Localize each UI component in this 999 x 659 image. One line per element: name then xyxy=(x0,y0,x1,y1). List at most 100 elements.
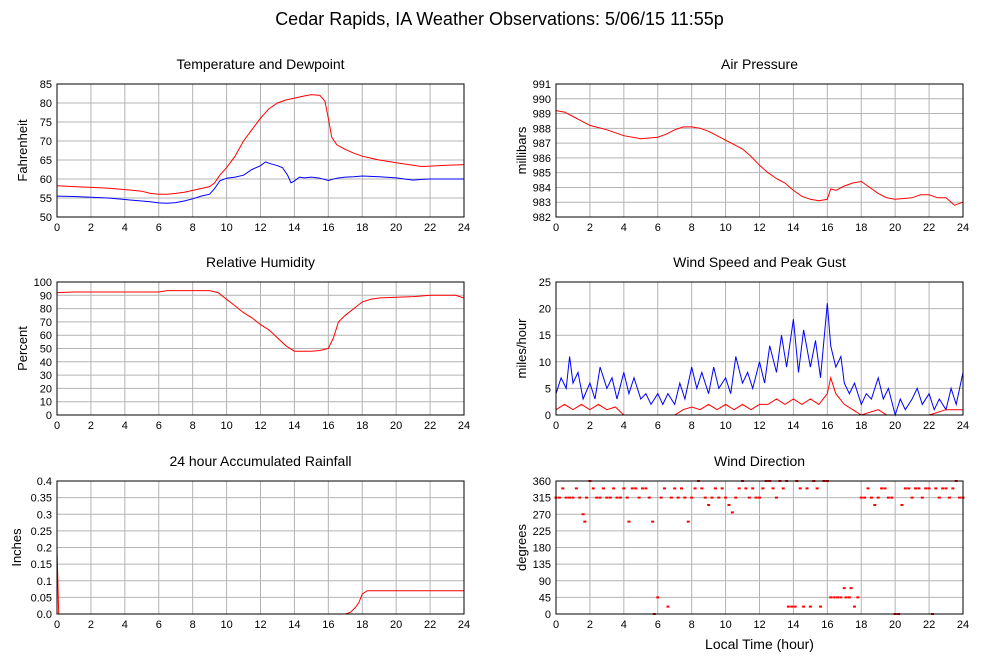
wind-ylabel: miles/hour xyxy=(514,318,529,379)
pressure-xtick-label: 22 xyxy=(923,222,935,234)
rain-xtick-label: 22 xyxy=(424,619,436,631)
winddir-point xyxy=(710,496,714,499)
winddir-ylabel: degrees xyxy=(514,524,529,571)
pressure-xtick-label: 16 xyxy=(821,222,833,234)
winddir-point xyxy=(656,596,660,599)
pressure-xtick-label: 4 xyxy=(621,222,627,234)
winddir-point xyxy=(863,496,867,499)
rh-ytick-label: 0 xyxy=(46,410,52,422)
pressure-xtick-label: 18 xyxy=(855,222,867,234)
rain-xtick-label: 18 xyxy=(356,619,368,631)
winddir-point xyxy=(581,513,585,516)
wind-xtick-label: 4 xyxy=(621,420,627,432)
winddir-xtick-label: 22 xyxy=(923,619,935,631)
temp-xtick-label: 22 xyxy=(424,222,436,234)
winddir-point xyxy=(690,496,694,499)
winddir-point xyxy=(958,496,962,499)
winddir-point xyxy=(880,487,884,490)
rain-xtick-label: 12 xyxy=(254,619,266,631)
rh-xtick-label: 4 xyxy=(122,420,128,432)
winddir-point xyxy=(659,496,663,499)
rh-xtick-label: 22 xyxy=(424,420,436,432)
winddir-point xyxy=(856,596,860,599)
rain-title: 24 hour Accumulated Rainfall xyxy=(169,453,351,469)
winddir-point xyxy=(578,496,582,499)
winddir-point xyxy=(673,487,677,490)
winddir-point xyxy=(924,487,928,490)
winddir-point xyxy=(941,487,945,490)
winddir-point xyxy=(819,605,823,608)
rain-ytick-label: 0.25 xyxy=(31,526,52,538)
winddir-ytick-label: 0 xyxy=(545,609,551,621)
rain-xtick-label: 2 xyxy=(88,619,94,631)
winddir-xtick-label: 24 xyxy=(957,619,969,631)
winddir-point xyxy=(747,496,751,499)
rh-ylabel: Percent xyxy=(15,326,30,371)
pressure-xtick-label: 14 xyxy=(787,222,799,234)
temp-xtick-label: 8 xyxy=(190,222,196,234)
winddir-point xyxy=(758,496,761,499)
winddir-point xyxy=(944,487,948,490)
temp-xtick-label: 6 xyxy=(156,222,162,234)
winddir-point xyxy=(951,487,955,490)
winddir-point xyxy=(734,496,738,499)
rain-ytick-label: 0.0 xyxy=(37,609,52,621)
pressure-ytick-label: 986 xyxy=(533,153,551,165)
winddir-xlabel: Local Time (hour) xyxy=(705,636,814,652)
winddir-xtick-label: 18 xyxy=(855,619,867,631)
winddir-point xyxy=(585,496,589,499)
winddir-point xyxy=(876,496,880,499)
winddir-point xyxy=(703,496,707,499)
rh-xtick-label: 14 xyxy=(288,420,300,432)
winddir-point xyxy=(683,496,687,499)
rain-xtick-label: 4 xyxy=(122,619,128,631)
winddir-point xyxy=(568,496,572,499)
wind-xtick-label: 10 xyxy=(719,420,731,432)
rh-xtick-label: 2 xyxy=(88,420,94,432)
winddir-xtick-label: 0 xyxy=(553,619,559,631)
winddir-point xyxy=(644,487,648,490)
winddir-point xyxy=(608,496,612,499)
winddir-point xyxy=(634,487,638,490)
winddir-point xyxy=(866,487,870,490)
rain-ytick-label: 0.35 xyxy=(31,493,52,505)
winddir-xtick-label: 2 xyxy=(587,619,593,631)
wind-ytick-label: 5 xyxy=(545,383,551,395)
rh-ytick-label: 90 xyxy=(40,290,52,302)
pressure-xtick-label: 10 xyxy=(719,222,731,234)
rh-xtick-label: 0 xyxy=(54,420,60,432)
wind-xtick-label: 24 xyxy=(957,420,969,432)
winddir-point xyxy=(615,496,619,499)
temp-ytick-label: 55 xyxy=(40,193,52,205)
rh-ytick-label: 40 xyxy=(40,357,52,369)
pressure-ytick-label: 984 xyxy=(533,182,551,194)
wind-xtick-label: 12 xyxy=(753,420,765,432)
rain-xtick-label: 6 xyxy=(156,619,162,631)
winddir-point xyxy=(849,587,853,590)
winddir-point xyxy=(598,496,602,499)
winddir-frame xyxy=(555,480,964,615)
winddir-point xyxy=(914,487,918,490)
winddir-ytick-label: 135 xyxy=(533,559,551,571)
winddir-point xyxy=(605,496,609,499)
winddir-point xyxy=(676,496,680,499)
pressure-xtick-label: 12 xyxy=(753,222,765,234)
winddir-point xyxy=(612,487,616,490)
rh-xtick-label: 20 xyxy=(390,420,402,432)
winddir-point xyxy=(793,605,797,608)
pressure-frame xyxy=(555,83,964,218)
temp-ytick-label: 70 xyxy=(40,136,52,148)
winddir-point xyxy=(829,596,833,599)
winddir-point xyxy=(920,496,924,499)
wind-xtick-label: 14 xyxy=(787,420,799,432)
winddir-point xyxy=(934,487,938,490)
winddir-point xyxy=(595,496,599,499)
pressure-xtick-label: 24 xyxy=(957,222,969,234)
winddir-point xyxy=(852,605,856,608)
winddir-title: Wind Direction xyxy=(714,453,805,469)
pressure-ytick-label: 987 xyxy=(533,138,551,150)
rain-xtick-label: 20 xyxy=(390,619,402,631)
rain-xtick-label: 0 xyxy=(54,619,60,631)
temp-xtick-label: 0 xyxy=(54,222,60,234)
winddir-point xyxy=(686,520,690,523)
